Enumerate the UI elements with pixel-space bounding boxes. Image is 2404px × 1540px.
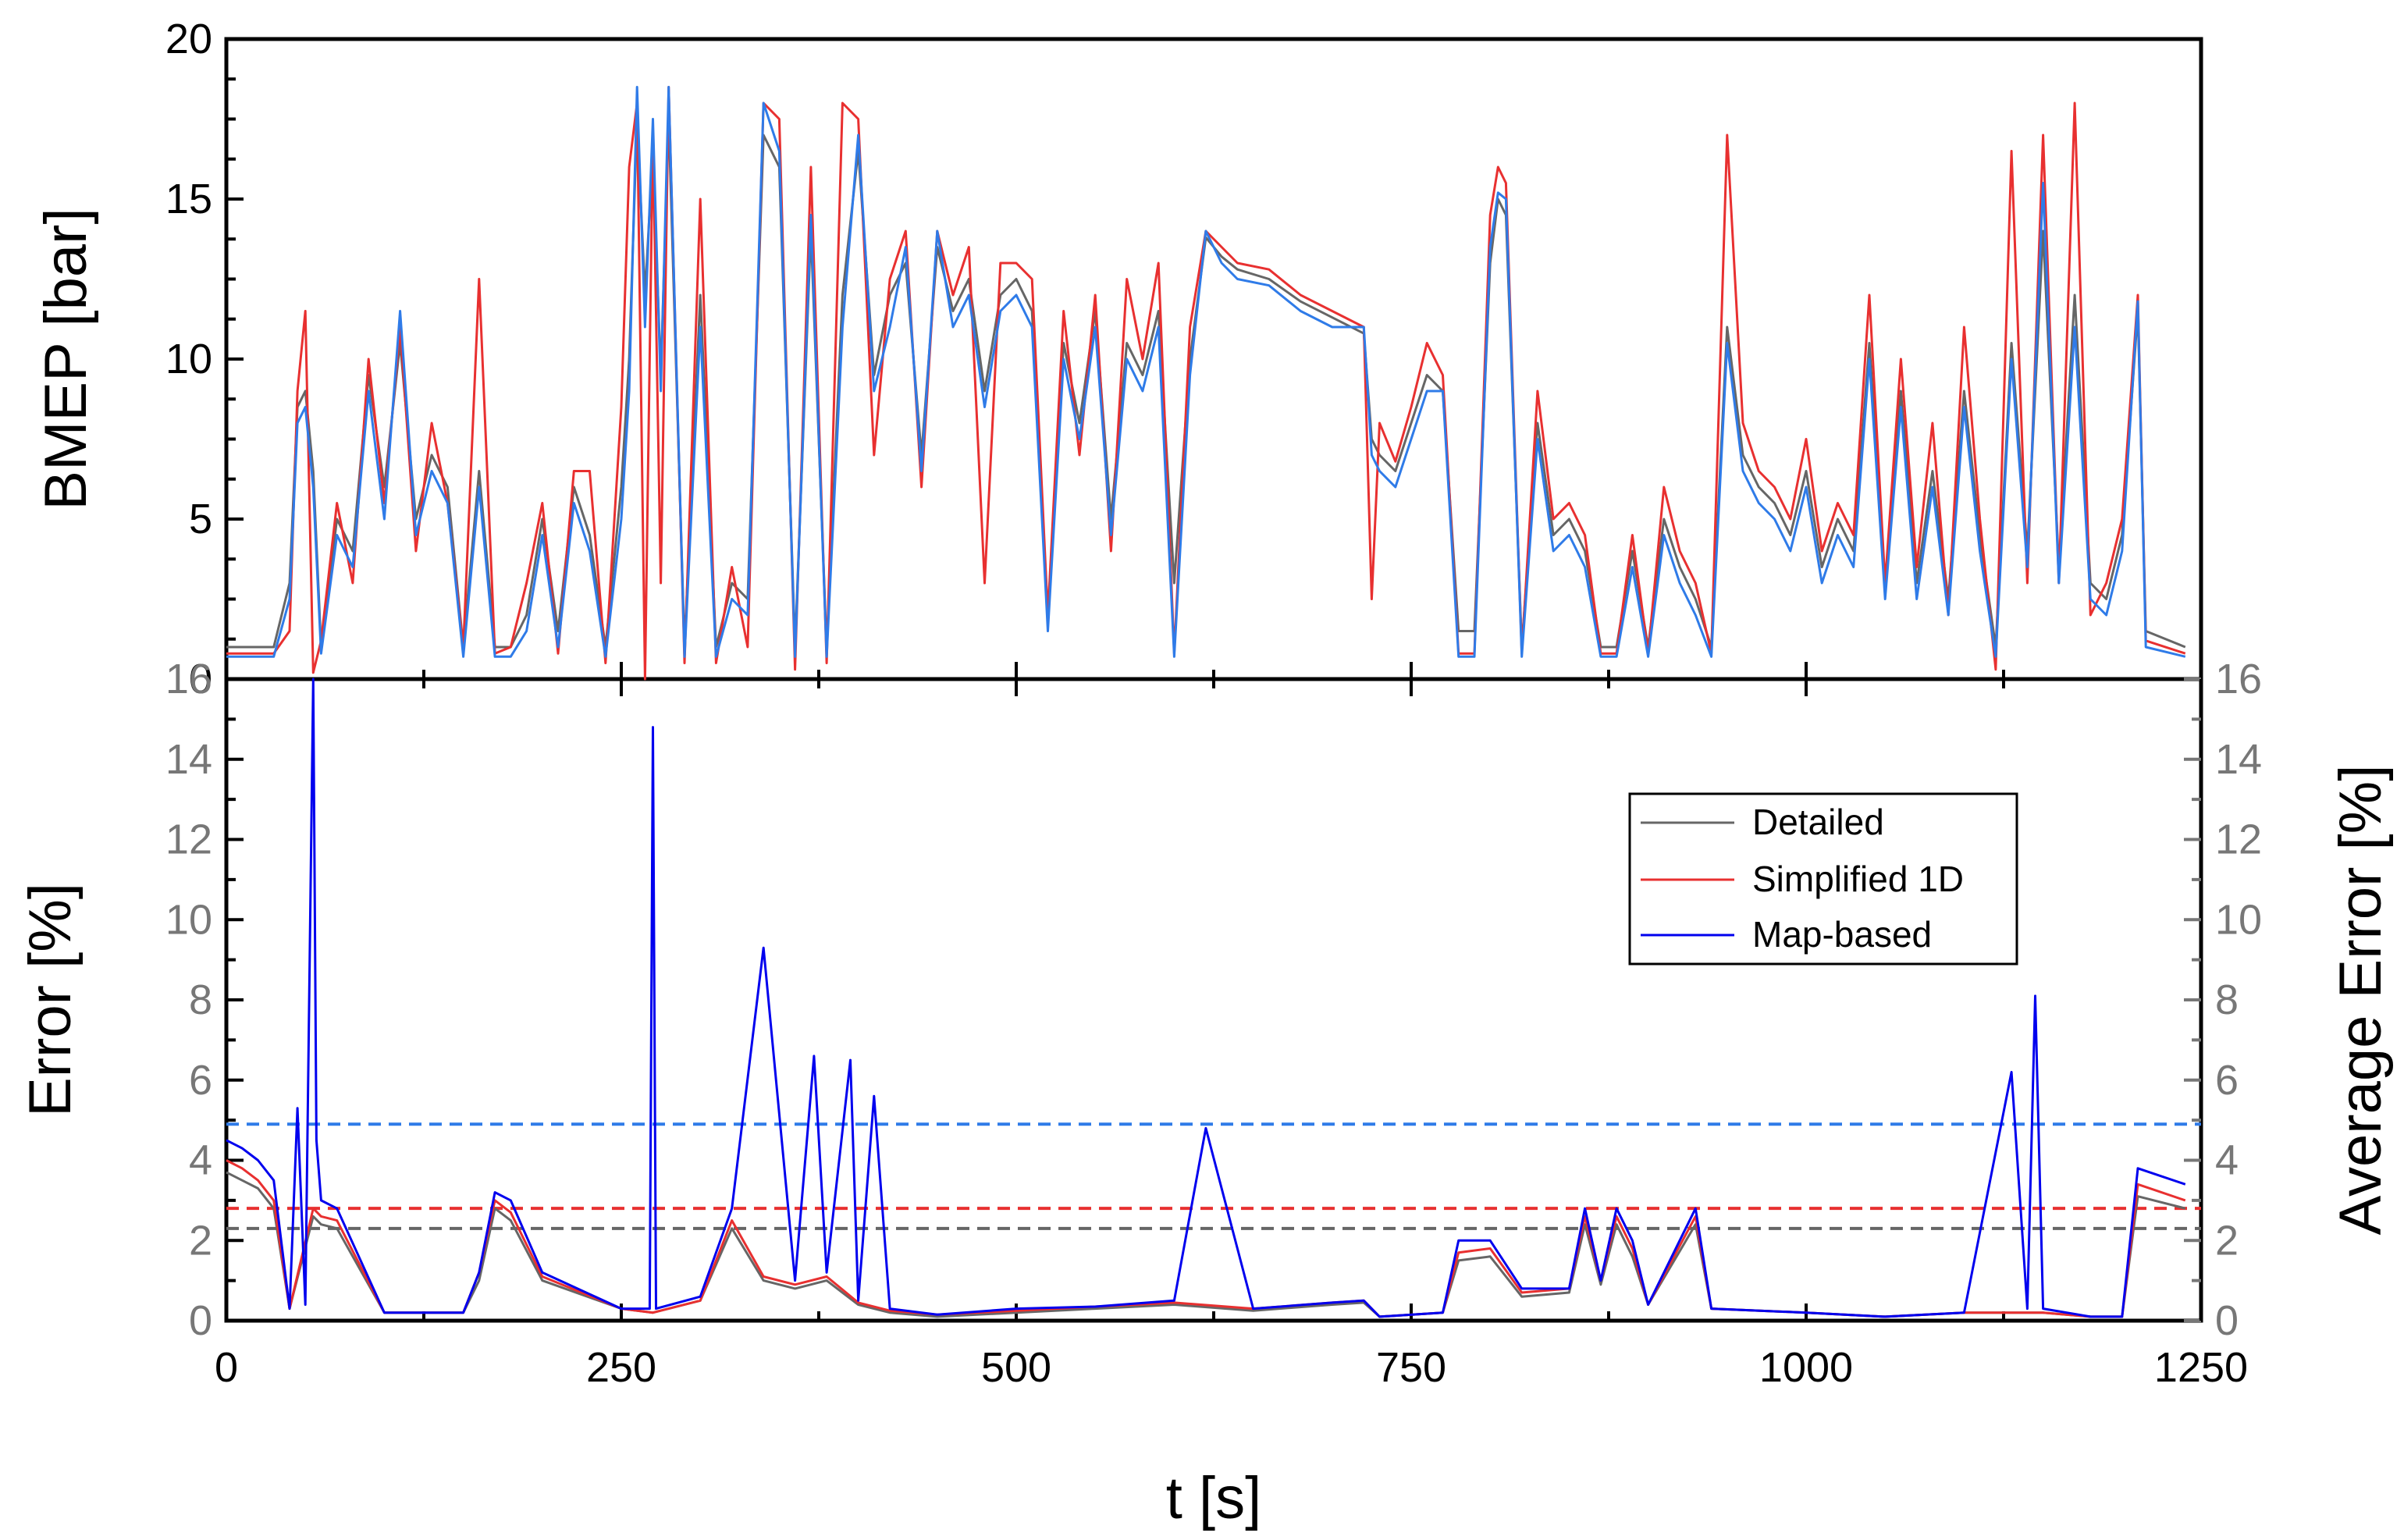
x-axis-title: t [s]	[1166, 1465, 1261, 1531]
right-y-tick-label: 10	[2215, 896, 2262, 943]
right-y-tick-label: 2	[2215, 1217, 2239, 1264]
right-y-tick-label: 6	[2215, 1057, 2239, 1104]
x-tick-label: 0	[215, 1344, 238, 1391]
bottom-y-tick-label: 14	[165, 736, 212, 783]
top-y-tick-label: 20	[165, 16, 212, 62]
legend-label-detailed: Detailed	[1752, 802, 1884, 842]
bottom-series-line-detailed	[226, 1171, 2186, 1318]
top-plot-frame	[224, 37, 2203, 681]
bottom-y-tick-label: 4	[189, 1137, 212, 1184]
right-y-axis-title: Average Error [%]	[2328, 765, 2394, 1236]
bottom-series-line-map-based	[226, 678, 2186, 1318]
right-y-tick-label: 12	[2215, 816, 2262, 863]
bottom-y-tick-label: 0	[189, 1297, 212, 1344]
top-y-axis-title: BMEP [bar]	[33, 208, 99, 510]
x-tick-label: 1250	[2154, 1344, 2248, 1391]
top-series-line-detailed	[226, 118, 2186, 649]
bottom-y-tick-label: 8	[189, 976, 212, 1023]
right-y-tick-label: 0	[2215, 1297, 2239, 1344]
top-y-tick-label: 10	[165, 336, 212, 382]
bottom-y-tick-label: 6	[189, 1057, 212, 1104]
x-tick-label: 250	[586, 1344, 656, 1391]
top-y-tick-label: 5	[189, 496, 212, 542]
bottom-y-tick-label: 2	[189, 1217, 212, 1264]
right-y-tick-label: 14	[2215, 736, 2262, 783]
legend: Detailed Simplified 1D Map-based	[1628, 792, 2018, 966]
top-y-tick-label: 15	[165, 176, 212, 222]
x-tick-label: 500	[981, 1344, 1051, 1391]
right-y-tick-label: 16	[2215, 656, 2262, 702]
bottom-y-tick-label: 10	[165, 896, 212, 943]
top-series-line-simplified-1d	[226, 86, 2186, 681]
x-tick-label: 1000	[1759, 1344, 1853, 1391]
bottom-y-tick-label: 16	[165, 656, 212, 702]
legend-label-simplified-1d: Simplified 1D	[1752, 859, 1964, 899]
x-tick-label: 750	[1376, 1344, 1446, 1391]
top-series-line-map-based	[226, 86, 2186, 658]
bottom-y-tick-label: 12	[165, 816, 212, 863]
bottom-y-axis-title: Error [%]	[17, 883, 84, 1117]
right-y-tick-label: 8	[2215, 976, 2239, 1023]
top-y-tick-label: 0	[189, 656, 212, 702]
top-plot: 0 5 10 15 20	[165, 16, 2203, 702]
right-y-tick-label: 4	[2215, 1137, 2239, 1184]
legend-label-map-based: Map-based	[1752, 914, 1932, 955]
bottom-plot-frame	[224, 677, 2203, 1323]
